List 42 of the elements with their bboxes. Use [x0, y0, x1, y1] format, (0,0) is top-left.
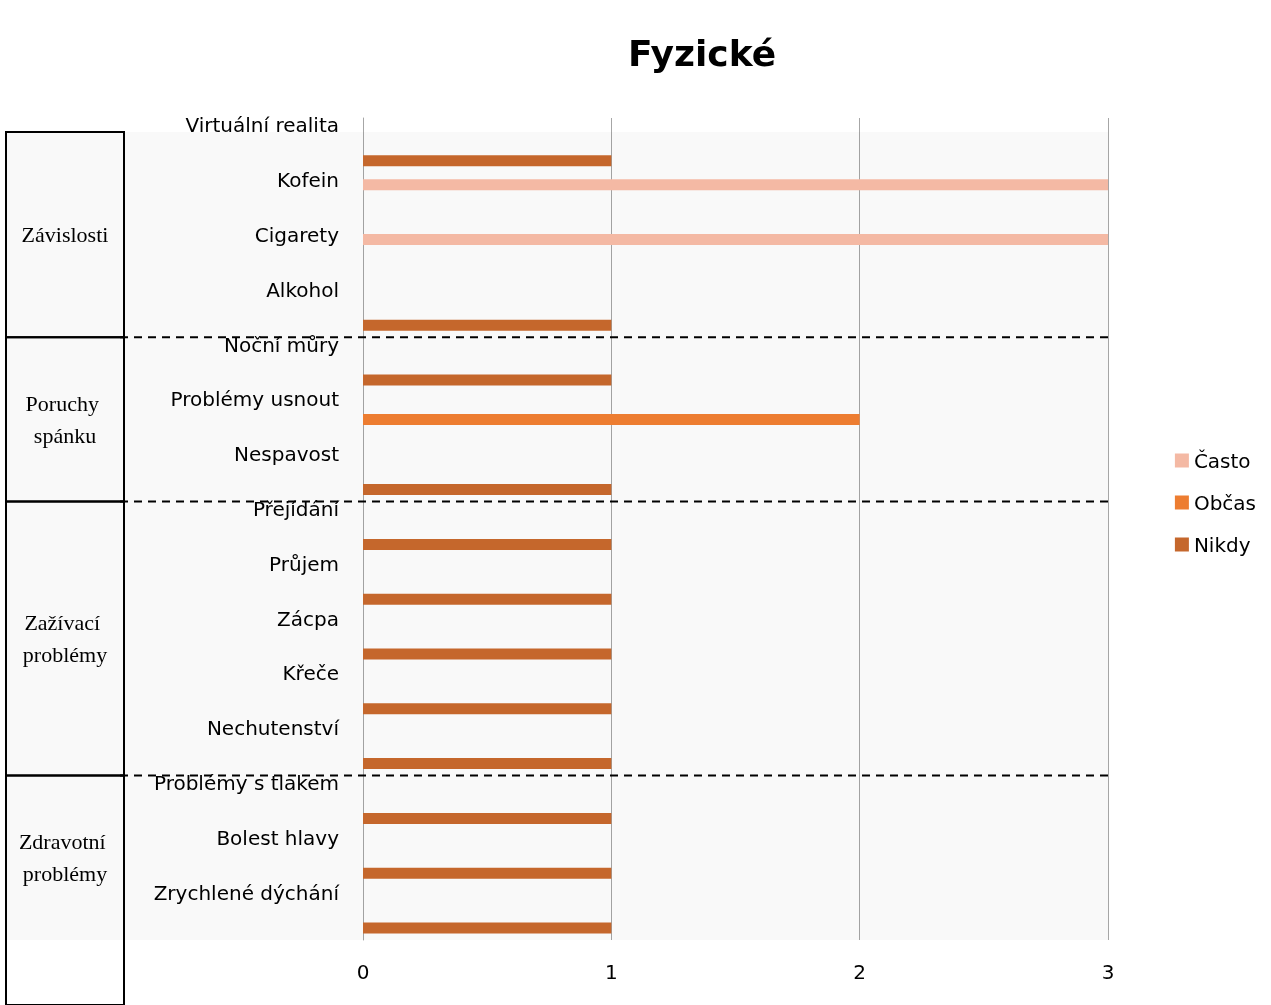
bar [363, 319, 612, 331]
legend-label: Často [1193, 448, 1251, 473]
x-tick-label: 3 [1101, 960, 1115, 984]
y-tick-label: Problémy s tlakem [153, 771, 339, 795]
x-tick-label: 1 [604, 960, 618, 984]
y-tick-label: Virtuální realita [185, 113, 339, 138]
bar [363, 703, 612, 715]
bar [363, 155, 612, 167]
bar [363, 758, 612, 770]
bar [363, 867, 612, 879]
y-tick-label: Noční můry [224, 332, 340, 357]
bar [363, 648, 612, 660]
bar [363, 922, 612, 934]
y-tick-label: Zácpa [277, 606, 339, 631]
y-tick-label: Problémy usnout [170, 387, 340, 412]
band-label: Poruchy spánku [25, 390, 105, 448]
bar [363, 234, 1108, 246]
bar [363, 179, 1108, 191]
bar [363, 538, 612, 550]
band-label: Zdravotní problémy [18, 829, 112, 887]
chart-title: Fyzické [627, 32, 777, 74]
y-tick-label: Cigarety [254, 223, 340, 247]
x-tick-label: 0 [356, 960, 370, 984]
y-tick-label: Nespavost [234, 442, 340, 467]
band-label: Zažívací problémy [22, 610, 108, 668]
bar [363, 484, 612, 496]
bar [363, 374, 612, 386]
bar [363, 413, 860, 425]
y-tick-label: Zrychlené dýchání [153, 880, 341, 905]
band-label: Závislosti [21, 222, 109, 248]
y-tick-label: Průjem [269, 551, 339, 576]
y-tick-label: Kofein [277, 168, 339, 193]
y-tick-label: Alkohol [266, 277, 339, 302]
y-tick-label: Křeče [282, 661, 339, 686]
y-tick-label: Přejídání [252, 497, 341, 521]
x-tick-label: 2 [853, 960, 867, 984]
legend-label: Nikdy [1193, 532, 1251, 557]
legend-label: Občas [1193, 490, 1256, 515]
bar [363, 593, 612, 605]
y-tick-label: Nechutenství [206, 716, 341, 741]
bar [363, 812, 612, 824]
y-tick-label: Bolest hlavy [216, 825, 340, 850]
